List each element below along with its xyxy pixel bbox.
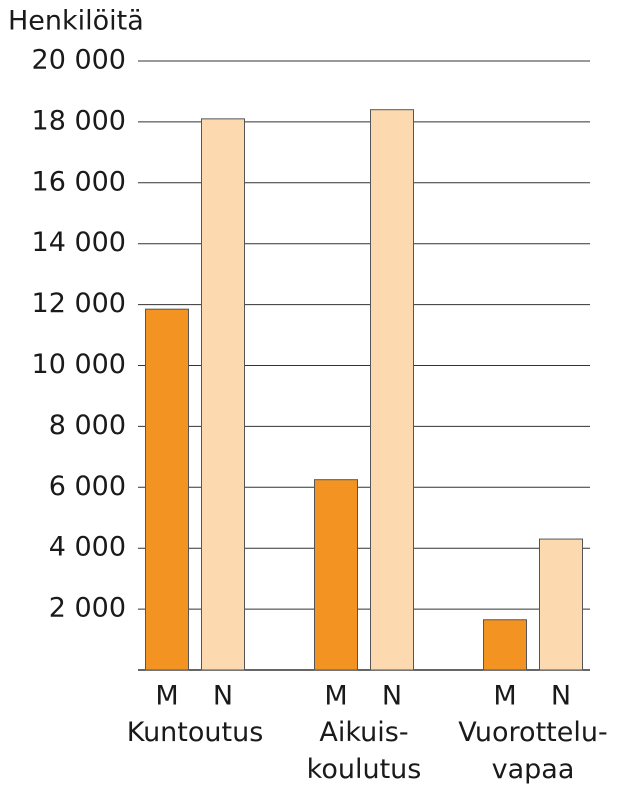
bar <box>201 118 245 671</box>
y-tick-label: 14 000 <box>32 227 126 258</box>
y-tick-label: 18 000 <box>32 105 126 136</box>
series-label: N <box>213 681 233 712</box>
y-tick-label: 4 000 <box>49 532 126 563</box>
series-label: N <box>382 681 402 712</box>
series-label: N <box>551 681 571 712</box>
series-label: M <box>493 681 516 712</box>
bar <box>370 109 414 671</box>
y-tick-label: 12 000 <box>32 288 126 319</box>
y-tick-label: 16 000 <box>32 166 126 197</box>
y-axis-label: Henkilöitä <box>8 6 144 37</box>
y-tick-label: 2 000 <box>49 593 126 624</box>
bar <box>145 308 189 671</box>
y-tick-label: 6 000 <box>49 471 126 502</box>
bar <box>483 619 527 671</box>
x-tick-label: Kuntoutus <box>126 717 264 748</box>
series-label: M <box>155 681 178 712</box>
bar <box>314 479 358 671</box>
y-tick-label: 10 000 <box>32 349 126 380</box>
x-tick-label: Aikuis- koulutus <box>306 717 422 785</box>
y-tick-label: 20 000 <box>32 45 126 76</box>
series-label: M <box>324 681 347 712</box>
x-tick-label: Vuorottelu- vapaa <box>458 717 608 785</box>
y-tick-label: 8 000 <box>49 410 126 441</box>
bar <box>539 538 583 671</box>
